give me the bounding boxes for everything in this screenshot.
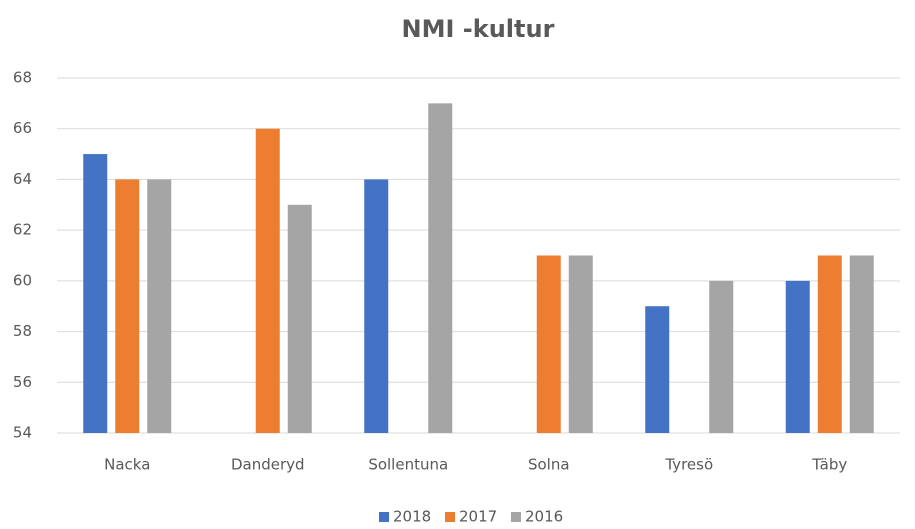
- y-tick-label: 60: [13, 271, 32, 289]
- bar: [287, 204, 312, 433]
- legend-label: 2018: [393, 508, 431, 526]
- x-tick-label: Täby: [811, 456, 847, 474]
- bar: [785, 280, 810, 433]
- legend-label: 2016: [525, 508, 563, 526]
- y-tick-label: 58: [13, 322, 32, 340]
- legend-swatch: [445, 512, 455, 522]
- bar: [817, 255, 842, 433]
- bar: [645, 306, 670, 433]
- y-tick-label: 66: [13, 119, 32, 137]
- legend-swatch: [511, 512, 521, 522]
- bar: [255, 128, 280, 433]
- bar: [83, 154, 108, 434]
- x-tick-label: Sollentuna: [368, 456, 448, 474]
- bar: [536, 255, 561, 433]
- y-tick-label: 56: [13, 373, 32, 391]
- x-tick-label: Danderyd: [231, 456, 305, 474]
- chart-title: NMI -kultur: [402, 15, 555, 43]
- bar: [364, 179, 389, 433]
- y-tick-label: 54: [13, 424, 32, 442]
- y-tick-label: 64: [13, 170, 32, 188]
- bar: [115, 179, 140, 433]
- legend-label: 2017: [459, 508, 497, 526]
- bar: [849, 255, 874, 433]
- bar: [147, 179, 172, 433]
- legend-swatch: [379, 512, 389, 522]
- x-tick-label: Nacka: [104, 456, 150, 474]
- y-tick-label: 62: [13, 221, 32, 239]
- bar: [568, 255, 593, 433]
- y-tick-label: 68: [13, 69, 32, 87]
- x-tick-label: Solna: [528, 456, 570, 474]
- bar: [709, 280, 734, 433]
- x-tick-label: Tyresö: [664, 456, 713, 474]
- bar: [428, 103, 453, 433]
